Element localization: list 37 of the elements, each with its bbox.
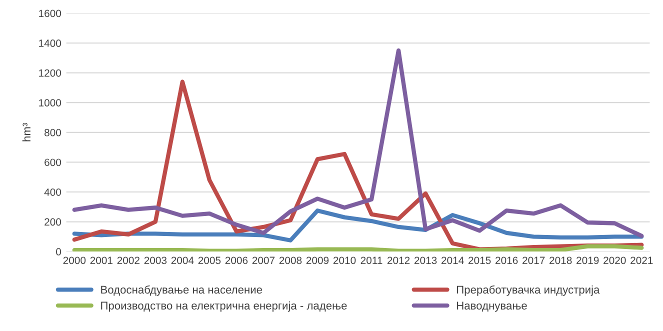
x-tick-label: 2013 — [414, 256, 437, 264]
x-tick-label: 2007 — [252, 256, 275, 264]
x-tick-label: 2009 — [306, 256, 329, 264]
y-tick-label: 1400 — [39, 40, 62, 47]
x-tick-label: 2004 — [171, 256, 194, 264]
y-tick-label: 400 — [44, 188, 62, 196]
legend-label: Наводнување — [457, 302, 527, 312]
legend-label: Производство на електрична енергија - ладење — [101, 301, 347, 312]
x-tick-label: 2001 — [90, 256, 112, 264]
x-tick-label: 2017 — [522, 256, 545, 264]
legend-label: Водоснабдување на население — [101, 285, 262, 296]
x-tick-label: 2012 — [387, 256, 410, 264]
x-tick-label: 2002 — [117, 256, 140, 264]
line-series — [72, 48, 644, 238]
x-tick-label: 2005 — [198, 256, 221, 264]
x-tick-label: 2016 — [496, 256, 518, 264]
x-tick-label: 2020 — [604, 256, 626, 264]
x-tick-label: 2010 — [333, 256, 356, 264]
y-tick-label: 1000 — [39, 99, 62, 106]
x-tick-label: 2006 — [225, 256, 248, 264]
y-axis-title: hm³ — [22, 123, 30, 142]
y-tick-label: 1200 — [39, 69, 62, 77]
x-tick-label: 2021 — [630, 256, 653, 264]
x-tick-label: 2014 — [442, 256, 464, 264]
y-tick-label: 0 — [56, 248, 62, 256]
x-tick-label: 2019 — [576, 256, 599, 264]
y-tick-label: 200 — [44, 218, 62, 226]
y-tick-label: 600 — [44, 158, 62, 166]
y-tick-label: 800 — [44, 128, 62, 136]
y-tick-label: 1600 — [39, 10, 62, 18]
x-tick-label: 2000 — [63, 256, 86, 264]
x-tick-label: 2018 — [550, 256, 572, 264]
x-tick-label: 2015 — [468, 256, 491, 264]
legend-label: Преработувачка индустрија — [457, 285, 600, 296]
x-tick-label: 2003 — [144, 256, 167, 264]
x-tick-label: 2011 — [360, 256, 382, 264]
x-tick-label: 2008 — [279, 256, 302, 264]
